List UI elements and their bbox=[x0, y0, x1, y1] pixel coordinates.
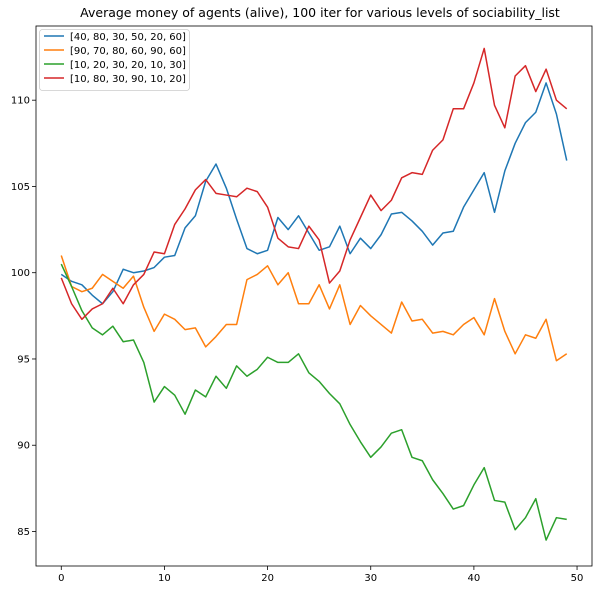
y-tick-label: 85 bbox=[17, 527, 30, 538]
y-tick-label: 90 bbox=[17, 441, 30, 452]
series-layer bbox=[60, 47, 568, 541]
axes: 0 10 20 30 40 50 85 90 95 100 105 110 bbox=[11, 96, 584, 584]
y-tick-label: 105 bbox=[11, 182, 30, 193]
legend-label-series-2: [90, 70, 80, 60, 90, 60] bbox=[70, 46, 186, 57]
legend-box bbox=[39, 29, 190, 91]
plot-frame bbox=[35, 25, 593, 567]
x-tick-label: 40 bbox=[468, 573, 481, 584]
y-tick-label: 95 bbox=[17, 354, 30, 365]
y-tick-label: 100 bbox=[11, 268, 30, 279]
series-line-2 bbox=[60, 255, 568, 362]
x-tick-label: 30 bbox=[364, 573, 377, 584]
legend: [40, 80, 30, 50, 20, 60] [90, 70, 80, 60… bbox=[39, 29, 190, 91]
x-tick-label: 0 bbox=[58, 573, 64, 584]
chart-title: Average money of agents (alive), 100 ite… bbox=[80, 5, 560, 20]
legend-label-series-3: [10, 20, 30, 20, 10, 30] bbox=[70, 60, 186, 71]
legend-label-series-4: [10, 80, 30, 90, 10, 20] bbox=[70, 74, 186, 85]
y-tick-label: 110 bbox=[11, 96, 30, 107]
legend-label-series-1: [40, 80, 30, 50, 20, 60] bbox=[70, 32, 186, 43]
series-line-3 bbox=[60, 263, 567, 541]
series-line-4 bbox=[60, 47, 568, 321]
x-tick-label: 50 bbox=[571, 573, 584, 584]
x-tick-label: 10 bbox=[158, 573, 171, 584]
x-tick-label: 20 bbox=[261, 573, 274, 584]
